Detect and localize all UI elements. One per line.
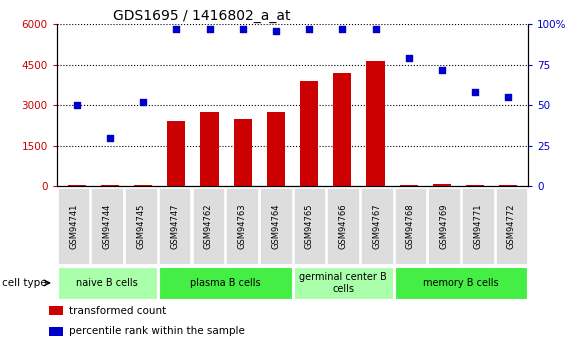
Text: GSM94762: GSM94762 <box>204 203 213 249</box>
Text: GSM94763: GSM94763 <box>237 203 247 249</box>
Bar <box>495 188 527 264</box>
Text: GSM94765: GSM94765 <box>305 203 314 249</box>
Point <box>371 26 380 32</box>
Bar <box>201 112 219 186</box>
Text: transformed count: transformed count <box>69 306 166 315</box>
Bar <box>294 188 325 264</box>
Bar <box>125 188 157 264</box>
Text: memory B cells: memory B cells <box>423 278 499 288</box>
Point <box>470 89 479 95</box>
Bar <box>193 188 224 264</box>
Point <box>205 26 214 32</box>
Bar <box>167 121 185 186</box>
Bar <box>395 188 426 264</box>
Point <box>437 67 446 72</box>
Bar <box>58 267 157 299</box>
Bar <box>226 188 258 264</box>
Text: GSM94741: GSM94741 <box>69 203 78 249</box>
Text: GSM94744: GSM94744 <box>103 203 112 249</box>
Bar <box>300 81 318 186</box>
Bar <box>68 185 86 186</box>
Text: GSM94767: GSM94767 <box>372 203 381 249</box>
Point <box>338 26 347 32</box>
Point <box>272 28 281 33</box>
Text: GSM94745: GSM94745 <box>136 203 145 249</box>
Text: GSM94747: GSM94747 <box>170 203 179 249</box>
Bar <box>233 119 252 186</box>
Text: GSM94772: GSM94772 <box>507 203 516 249</box>
Point <box>304 26 314 32</box>
Bar <box>294 267 392 299</box>
Bar <box>49 306 63 315</box>
Bar <box>333 73 352 186</box>
Text: cell type: cell type <box>2 278 47 288</box>
Bar <box>49 327 63 336</box>
Bar <box>499 185 517 186</box>
Text: GSM94768: GSM94768 <box>406 203 415 249</box>
Bar <box>433 184 451 186</box>
Bar <box>134 185 152 186</box>
Bar <box>395 267 527 299</box>
Text: naive B cells: naive B cells <box>77 278 138 288</box>
Text: GSM94766: GSM94766 <box>339 203 348 249</box>
Text: percentile rank within the sample: percentile rank within the sample <box>69 326 245 336</box>
Bar <box>260 188 291 264</box>
Point <box>106 135 115 140</box>
Bar <box>101 185 119 186</box>
Point <box>404 56 414 61</box>
Bar <box>462 188 494 264</box>
Text: GSM94771: GSM94771 <box>473 203 482 249</box>
Point <box>72 102 81 108</box>
Bar <box>366 61 385 186</box>
Bar <box>159 267 291 299</box>
Text: GDS1695 / 1416802_a_at: GDS1695 / 1416802_a_at <box>114 9 291 23</box>
Text: GSM94769: GSM94769 <box>440 203 449 249</box>
Point <box>139 99 148 105</box>
Bar <box>361 188 392 264</box>
Bar <box>327 188 359 264</box>
Bar <box>400 185 418 186</box>
Text: germinal center B
cells: germinal center B cells <box>299 272 387 294</box>
Point <box>238 26 247 32</box>
Point <box>172 26 181 32</box>
Bar <box>91 188 123 264</box>
Bar <box>267 112 285 186</box>
Point <box>504 94 513 100</box>
Bar <box>159 188 190 264</box>
Bar <box>466 185 485 186</box>
Text: GSM94764: GSM94764 <box>271 203 280 249</box>
Bar <box>428 188 460 264</box>
Text: plasma B cells: plasma B cells <box>190 278 261 288</box>
Bar <box>58 188 90 264</box>
